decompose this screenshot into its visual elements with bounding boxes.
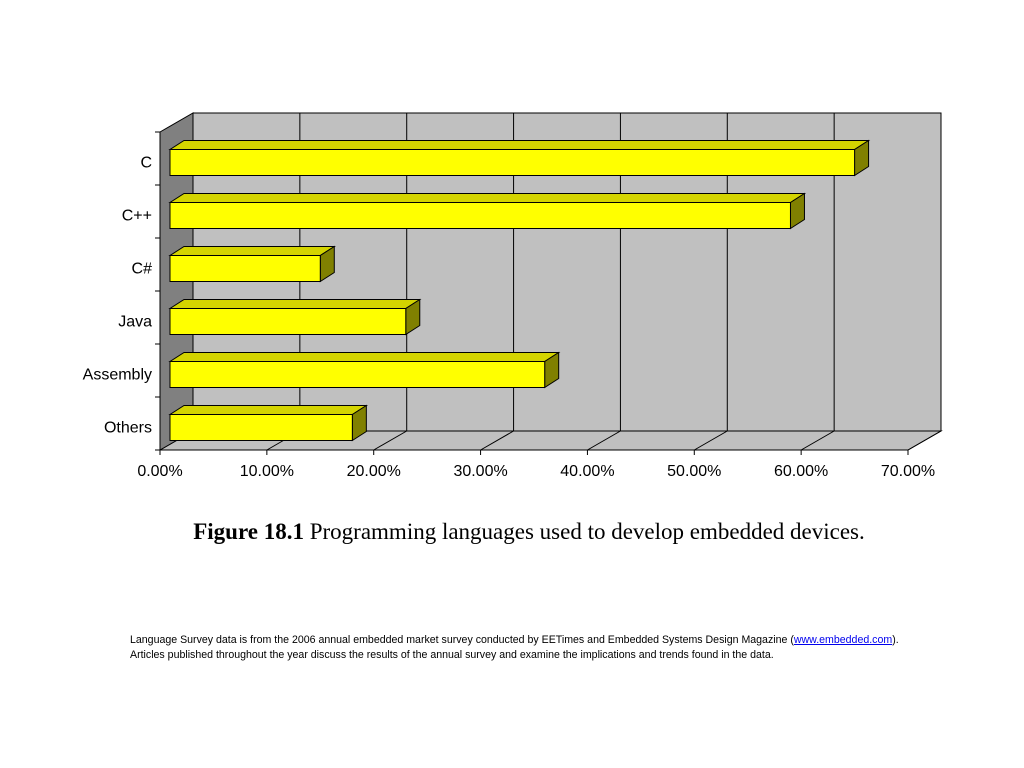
chart-bars [168,139,871,442]
bar-chart: 0.00% 10.00% 20.00% 30.00% 40.00% 50.00% 60.00… [83,112,943,480]
y-category-label: C [140,155,152,172]
x-tick-label: 40.00% [560,463,614,480]
x-tick-label: 20.00% [347,463,401,480]
chart-axes [155,131,909,455]
bar-top-face [168,246,336,256]
x-tick-label: 0.00% [137,463,182,480]
bar-c [168,139,871,177]
footnote-line-2: Articles published throughout the year d… [130,649,774,661]
x-tick-label: 30.00% [453,463,507,480]
footnote-line-1: Language Survey data is from the 2006 an… [130,633,1010,648]
bar-top-face [168,140,871,150]
y-category-label: C# [132,261,153,278]
x-tick-label: 70.00% [881,463,935,480]
x-tick-label: 10.00% [240,463,294,480]
bar-front-face [169,414,353,441]
x-tick-labels: 0.00% 10.00% 20.00% 30.00% 40.00% 50.00% 60.00… [137,463,935,480]
bar-java [168,298,422,336]
bar-front-face [169,361,546,388]
x-tick-label: 50.00% [667,463,721,480]
y-tick-labels: C C++ C# Java Assembly Others [83,155,152,437]
x-tick-label: 60.00% [774,463,828,480]
y-category-label: C++ [122,208,152,225]
bar-c- [168,192,807,230]
embedded-link[interactable]: www.embedded.com [793,634,893,646]
bar-others [168,404,369,442]
floor-gridline [907,430,942,451]
footnote: Language Survey data is from the 2006 an… [130,633,1010,663]
y-category-label: Others [104,420,152,437]
y-category-label: Assembly [83,367,152,384]
figure-number: Figure 18.1 [193,519,304,544]
figure-caption: Figure 18.1 Programming languages used t… [0,519,1024,545]
bar-top-face [168,193,807,203]
bar-top-face [168,405,369,415]
floor-gridline [480,430,514,451]
footnote-line-1-prefix: Language Survey data is from the 2006 an… [130,634,794,646]
floor-gridline [800,430,835,451]
bar-front-face [169,149,856,176]
floor-gridline [694,430,728,451]
footnote-line-1-suffix: ). [892,634,899,646]
caption-text: Programming languages used to develop em… [303,519,865,544]
bar-front-face [169,255,321,282]
bar-assembly [168,351,561,389]
floor-gridline [373,430,407,451]
bar-c- [168,245,336,283]
bar-front-face [169,308,407,335]
bar-front-face [169,202,791,229]
floor-gridline [587,430,621,451]
bar-top-face [168,299,422,309]
y-category-label: Java [118,314,152,331]
bar-top-face [168,352,561,362]
